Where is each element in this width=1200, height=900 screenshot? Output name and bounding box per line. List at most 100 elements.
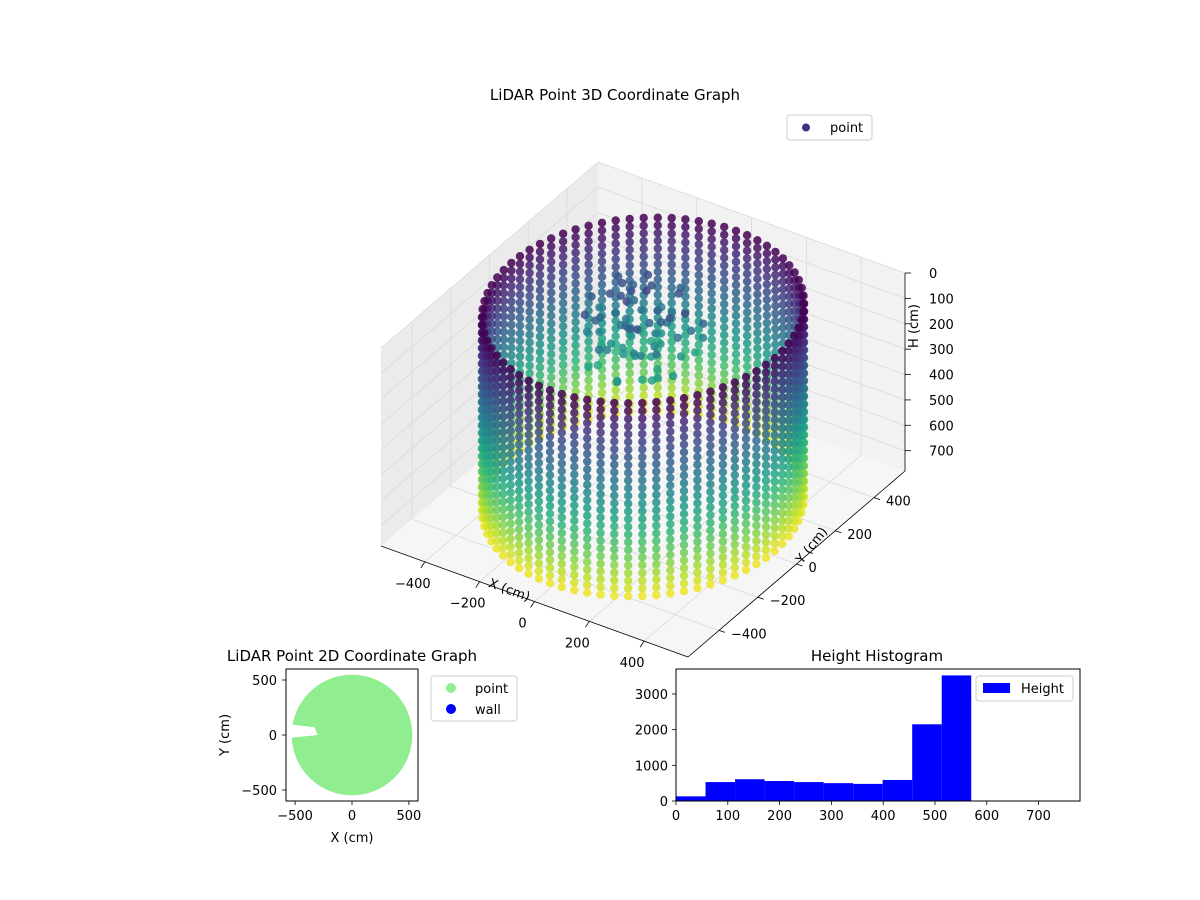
cloud-point <box>720 245 729 255</box>
cloud-point <box>794 275 803 285</box>
cloud-point <box>570 555 579 564</box>
cloud-point <box>584 383 593 393</box>
cloud-point <box>778 400 787 410</box>
cloud-point <box>761 445 771 454</box>
cloud-point <box>624 422 633 431</box>
cloud-point <box>770 415 779 424</box>
cloud-point <box>498 412 508 421</box>
cloud-point <box>784 377 793 387</box>
point-region <box>291 674 413 796</box>
cloud-point <box>762 241 772 250</box>
cloud-point <box>498 451 508 460</box>
cloud-point <box>770 515 779 525</box>
cloud-point <box>596 490 605 499</box>
cloud-point <box>639 360 648 369</box>
cloud-point <box>770 523 779 532</box>
cloud-point <box>624 507 633 516</box>
cloud-point <box>693 583 702 593</box>
cloud-point <box>583 411 592 420</box>
cloud-point <box>707 235 716 244</box>
cloud-point <box>681 276 690 286</box>
cloud-point <box>778 408 787 417</box>
cloud-point <box>596 405 605 414</box>
cloud-point <box>558 283 568 292</box>
cloud-point <box>752 498 761 507</box>
cloud-point <box>597 303 607 312</box>
cloud-point <box>570 416 579 425</box>
cloud-point <box>752 405 761 414</box>
cloud-point <box>498 420 508 429</box>
cloud-point <box>761 430 771 439</box>
cloud-point <box>605 289 615 298</box>
cloud-point <box>611 247 620 256</box>
cloud-point <box>492 536 501 546</box>
cloud-point <box>506 519 515 528</box>
cloud-point <box>679 432 689 441</box>
cloud-point <box>753 305 762 314</box>
cloud-point <box>583 418 592 428</box>
cloud-point <box>558 298 568 308</box>
cloud-point <box>679 517 689 526</box>
cloud-point <box>638 530 647 539</box>
cloud-point <box>693 468 702 477</box>
cloud-point <box>653 244 662 253</box>
cloud-point <box>611 386 620 395</box>
cloud-point <box>558 291 568 300</box>
cloud-point <box>778 501 787 510</box>
cloud-point <box>596 397 605 406</box>
cloud-point <box>610 560 619 570</box>
cloud-point <box>525 307 534 316</box>
cloud-point <box>741 534 751 544</box>
cloud-point <box>535 278 545 287</box>
cloud-point <box>534 497 544 506</box>
cloud-point <box>778 393 787 402</box>
cloud-point <box>515 321 525 330</box>
cloud-point <box>667 275 676 285</box>
cloud-point <box>525 284 534 293</box>
cloud-point <box>571 310 580 319</box>
cloud-point <box>761 360 771 369</box>
y-tick-label: 0 <box>809 561 817 576</box>
cloud-point <box>639 329 648 338</box>
cloud-point <box>753 282 762 291</box>
cloud-point <box>557 505 566 514</box>
cloud-point <box>545 478 555 487</box>
cloud-point <box>624 499 633 508</box>
cloud-point <box>506 496 515 505</box>
cloud-point <box>694 371 703 380</box>
histogram-legend-swatch <box>983 683 1010 693</box>
cloud-point <box>525 345 534 355</box>
cloud-point <box>545 501 555 511</box>
cloud-point <box>730 486 739 495</box>
cloud-point <box>514 540 524 550</box>
y-tick-label: 1000 <box>635 759 668 774</box>
y-tick-label: 500 <box>252 674 277 689</box>
cloud-point <box>667 291 676 300</box>
cloud-point <box>784 455 793 464</box>
cloud-point <box>771 294 780 303</box>
cloud-point <box>570 508 579 518</box>
cloud-point <box>583 495 592 505</box>
cloud-point <box>778 354 787 363</box>
cloud-point <box>610 514 619 523</box>
cloud-point <box>730 440 739 449</box>
cloud-point <box>624 476 633 485</box>
x-tick-label: 600 <box>974 809 999 824</box>
cloud-point <box>534 427 544 437</box>
cloud-point <box>593 361 602 370</box>
cloud-point <box>761 461 771 470</box>
cloud-point <box>771 324 780 334</box>
cloud-point <box>706 433 715 443</box>
cloud-point <box>557 397 566 406</box>
cloud-point <box>492 467 501 476</box>
cloud-point <box>571 248 580 257</box>
cloud-point <box>730 540 739 549</box>
cloud-point <box>730 447 739 457</box>
cloud-point <box>667 244 676 254</box>
cloud-point <box>730 548 739 557</box>
cloud-point <box>718 429 728 438</box>
cloud-point <box>633 325 642 334</box>
cloud-point <box>679 586 689 596</box>
cloud-point <box>676 352 686 361</box>
cloud-point <box>753 236 762 245</box>
